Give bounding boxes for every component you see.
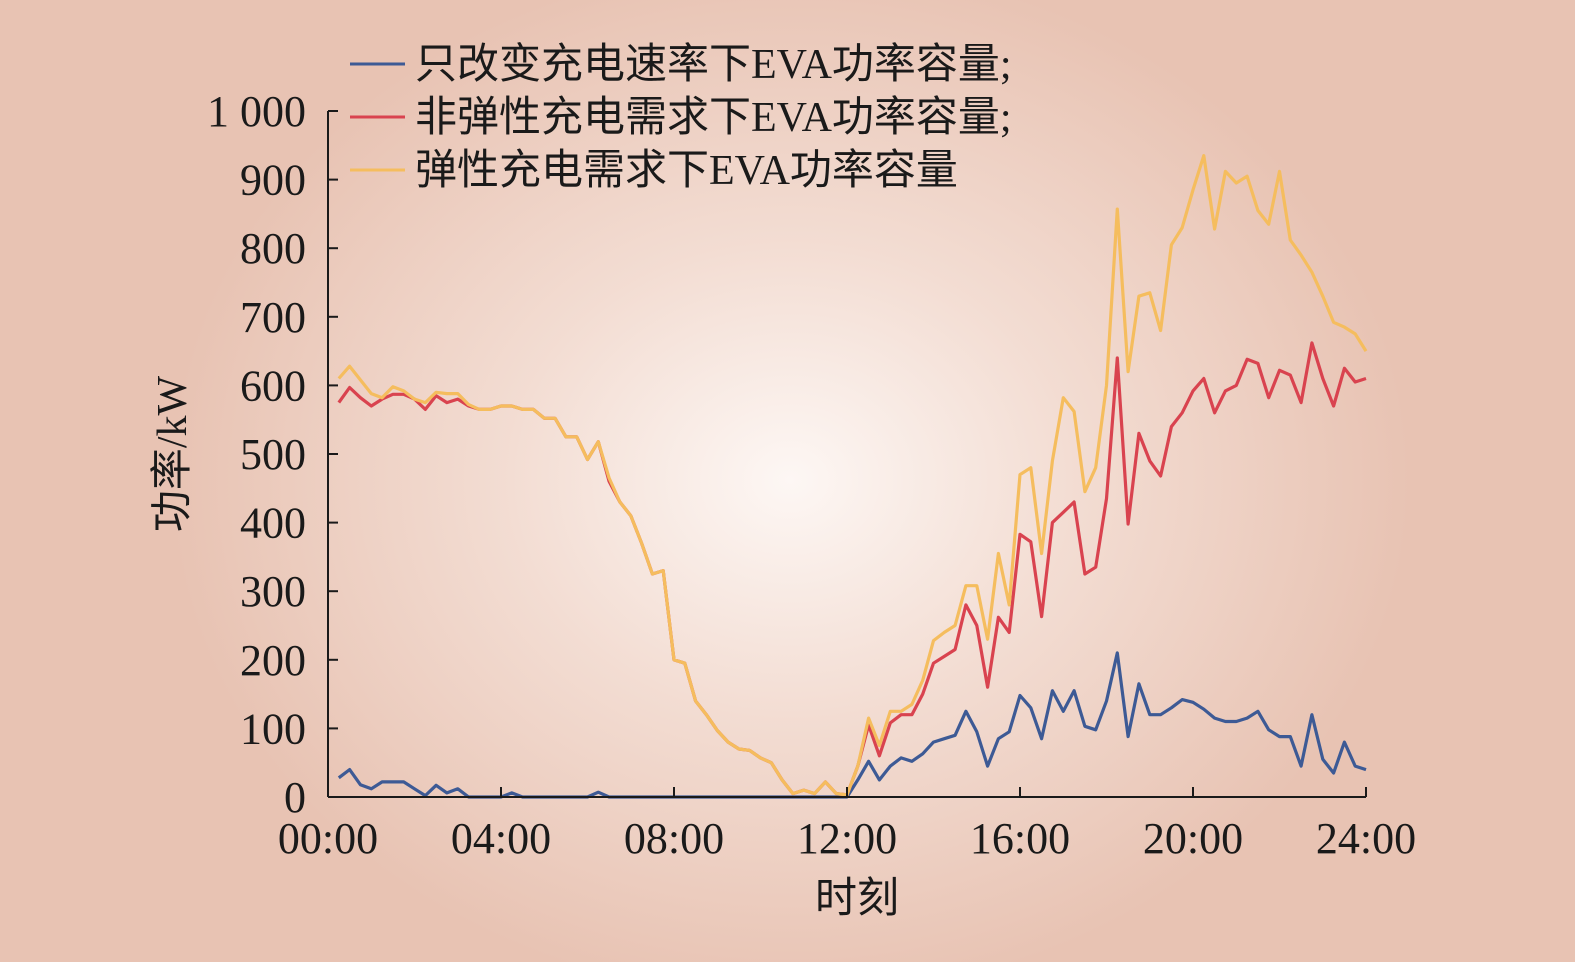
legend-label-2: 非弹性充电需求下EVA功率容量; xyxy=(415,94,1012,141)
y-axis-title: 功率/kW xyxy=(149,375,196,532)
y-tick-label: 1 000 xyxy=(207,87,306,136)
x-tick-label: 04:00 xyxy=(451,814,551,863)
series-layer xyxy=(337,154,1368,799)
y-tick-label: 300 xyxy=(240,567,306,616)
y-tick-label: 600 xyxy=(240,361,306,410)
legend-label-3: 弹性充电需求下EVA功率容量 xyxy=(415,147,958,194)
y-tick-label: 800 xyxy=(240,224,306,273)
x-tick-label: 16:00 xyxy=(970,814,1070,863)
x-tick-label: 24:00 xyxy=(1316,814,1416,863)
series-line-3 xyxy=(337,154,1368,797)
y-tick-label: 200 xyxy=(240,636,306,685)
x-axis-title: 时刻 xyxy=(815,876,899,922)
legend-label-1: 只改变充电速率下EVA功率容量; xyxy=(415,41,1012,88)
y-tick-label: 700 xyxy=(240,293,306,342)
y-tick-label: 0 xyxy=(284,773,306,822)
y-tick-label: 500 xyxy=(240,430,306,479)
y-tick-label: 100 xyxy=(240,704,306,753)
y-tick-label: 900 xyxy=(240,156,306,205)
series-line-2 xyxy=(337,341,1367,797)
x-tick-label: 00:00 xyxy=(278,814,378,863)
legend: 只改变充电速率下EVA功率容量; 非弹性充电需求下EVA功率容量; 弹性充电需求下E… xyxy=(350,41,1012,194)
x-tick-label: 12:00 xyxy=(797,814,897,863)
x-tick-label: 08:00 xyxy=(624,814,724,863)
y-tick-label: 400 xyxy=(240,499,306,548)
y-axis-ticks: 0 100 200 300 400 500 600 700 800 900 1 000 xyxy=(207,87,338,822)
x-axis-ticks: 00:00 04:00 08:00 12:00 16:00 20:00 24:00 xyxy=(278,787,1416,863)
series-line-1 xyxy=(337,651,1367,799)
x-tick-label: 20:00 xyxy=(1143,814,1243,863)
